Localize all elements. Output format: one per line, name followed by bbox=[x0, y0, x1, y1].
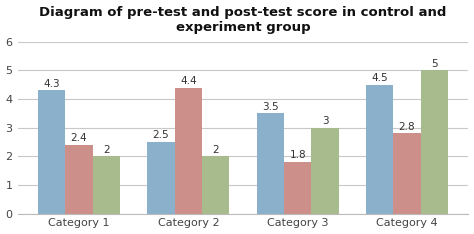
Text: 1.8: 1.8 bbox=[289, 150, 306, 160]
Text: 5: 5 bbox=[431, 58, 438, 69]
Bar bbox=[175, 88, 202, 214]
Bar bbox=[311, 128, 338, 214]
Text: 2.4: 2.4 bbox=[71, 133, 87, 143]
Bar bbox=[366, 85, 393, 214]
Text: 2: 2 bbox=[103, 145, 109, 155]
Bar bbox=[284, 162, 311, 214]
Bar bbox=[147, 142, 175, 214]
Text: 4.3: 4.3 bbox=[44, 79, 60, 89]
Bar bbox=[38, 90, 65, 214]
Text: 3: 3 bbox=[322, 116, 328, 126]
Text: 2: 2 bbox=[212, 145, 219, 155]
Text: 3.5: 3.5 bbox=[262, 102, 279, 112]
Title: Diagram of pre-test and post-test score in control and
experiment group: Diagram of pre-test and post-test score … bbox=[39, 6, 447, 33]
Bar bbox=[93, 156, 120, 214]
Bar bbox=[393, 133, 420, 214]
Bar bbox=[420, 70, 448, 214]
Text: 2.5: 2.5 bbox=[153, 130, 169, 140]
Bar bbox=[256, 113, 284, 214]
Bar bbox=[65, 145, 93, 214]
Text: 4.4: 4.4 bbox=[180, 76, 197, 86]
Bar bbox=[202, 156, 229, 214]
Text: 4.5: 4.5 bbox=[371, 73, 388, 83]
Text: 2.8: 2.8 bbox=[399, 122, 415, 132]
